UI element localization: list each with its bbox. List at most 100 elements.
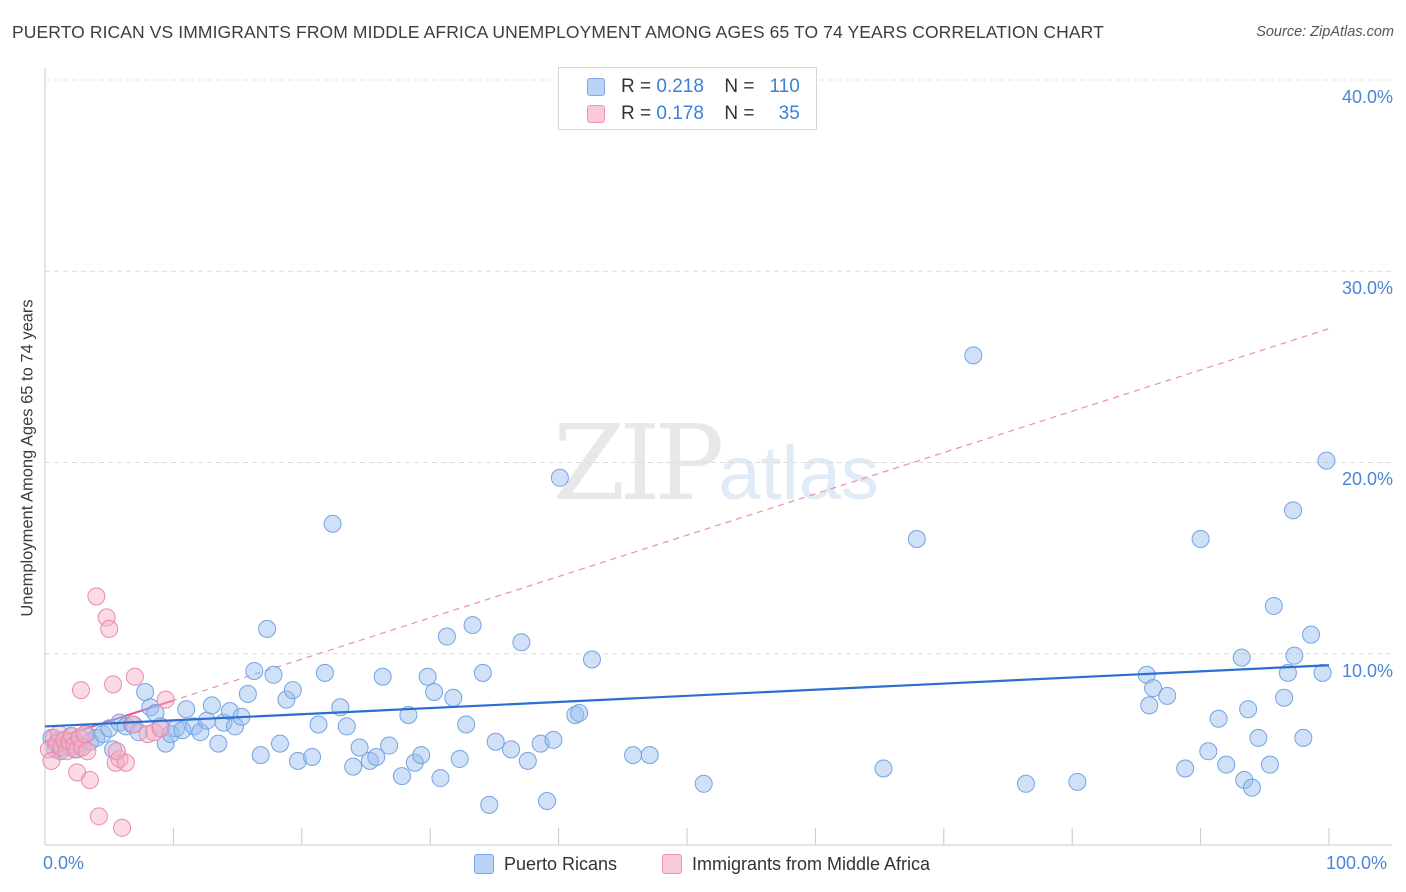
- data-point-immigrants: [116, 753, 135, 772]
- data-point-immigrants: [75, 725, 94, 744]
- data-point-immigrants: [156, 690, 175, 709]
- trend-line-immigrants-dashed: [44, 328, 1330, 743]
- data-point-puerto-ricans: [177, 700, 196, 719]
- data-point-puerto-ricans: [1249, 728, 1268, 747]
- data-point-puerto-ricans: [431, 769, 450, 788]
- data-point-puerto-ricans: [1260, 755, 1279, 774]
- bottom-legend-swatch-pink: [662, 854, 682, 874]
- y-tick-label-30: 30.0%: [1341, 278, 1393, 298]
- data-point-puerto-ricans: [315, 663, 334, 682]
- axes: [44, 68, 1392, 846]
- correlation-legend: R = 0.218 N = 110 R = 0.178 N = 35: [558, 67, 817, 130]
- data-point-puerto-ricans: [344, 757, 363, 776]
- data-point-puerto-ricans: [412, 746, 431, 765]
- data-point-puerto-ricans: [337, 717, 356, 736]
- legend-n-value: 110: [769, 76, 800, 97]
- y-tick-label-10: 10.0%: [1341, 661, 1393, 681]
- data-point-puerto-ricans: [1176, 759, 1195, 778]
- legend-swatch-pink: [587, 105, 605, 123]
- data-point-puerto-ricans: [309, 715, 328, 734]
- data-point-puerto-ricans: [964, 346, 983, 365]
- watermark-atlas: atlas: [718, 431, 879, 516]
- data-point-immigrants: [42, 751, 61, 770]
- legend-r-label: R =: [621, 76, 652, 97]
- x-tick-label-100: 100.0%: [1326, 853, 1388, 873]
- data-point-puerto-ricans: [1317, 451, 1336, 470]
- source-credit: Source: ZipAtlas.com: [1256, 24, 1394, 40]
- data-point-puerto-ricans: [1285, 646, 1304, 665]
- data-point-puerto-ricans: [288, 751, 307, 770]
- data-point-puerto-ricans: [303, 748, 322, 767]
- data-point-puerto-ricans: [1284, 501, 1303, 520]
- data-point-immigrants: [97, 608, 116, 627]
- data-point-puerto-ricans: [518, 751, 537, 770]
- data-point-puerto-ricans: [270, 734, 289, 753]
- data-point-puerto-ricans: [323, 514, 342, 533]
- data-point-puerto-ricans: [570, 704, 589, 723]
- legend-n-value: 35: [778, 103, 800, 124]
- legend-swatch-blue: [587, 78, 605, 96]
- data-point-puerto-ricans: [1232, 648, 1251, 667]
- gridlines: [45, 79, 1392, 655]
- data-point-immigrants: [113, 818, 132, 837]
- data-point-puerto-ricans: [197, 711, 216, 730]
- legend-r-value: 0.218: [656, 76, 704, 97]
- data-point-puerto-ricans: [544, 730, 563, 749]
- data-point-puerto-ricans: [238, 684, 257, 703]
- data-point-puerto-ricans: [173, 721, 192, 740]
- data-point-puerto-ricans: [640, 746, 659, 765]
- bottom-legend-swatch-blue: [474, 854, 494, 874]
- data-point-puerto-ricans: [209, 734, 228, 753]
- data-point-puerto-ricans: [399, 705, 418, 724]
- data-point-puerto-ricans: [1242, 778, 1261, 797]
- y-tick-label-40: 40.0%: [1341, 87, 1393, 107]
- bottom-legend-immigrants[interactable]: Immigrants from Middle Africa: [662, 852, 930, 876]
- data-point-puerto-ricans: [191, 723, 210, 742]
- watermark: ZIPatlas: [553, 402, 879, 524]
- trend-lines-immigrants: [44, 328, 1330, 743]
- legend-row-puerto-ricans: R = 0.218 N = 110: [559, 74, 800, 100]
- data-point-immigrants: [100, 619, 119, 638]
- data-point-puerto-ricans: [480, 795, 499, 814]
- data-point-puerto-ricans: [264, 665, 283, 684]
- data-point-puerto-ricans: [624, 746, 643, 765]
- data-point-puerto-ricans: [245, 661, 264, 680]
- legend-n-label: N =: [724, 76, 755, 97]
- data-point-puerto-ricans: [463, 616, 482, 635]
- data-point-puerto-ricans: [1264, 596, 1283, 615]
- data-point-immigrants: [124, 715, 143, 734]
- data-point-puerto-ricans: [486, 732, 505, 751]
- data-point-puerto-ricans: [405, 753, 424, 772]
- data-point-puerto-ricans: [457, 715, 476, 734]
- data-point-puerto-ricans: [538, 792, 557, 811]
- data-point-puerto-ricans: [1068, 772, 1087, 791]
- bottom-legend-puerto-ricans[interactable]: Puerto Ricans: [474, 852, 617, 876]
- data-point-puerto-ricans: [380, 736, 399, 755]
- data-point-puerto-ricans: [582, 650, 601, 669]
- data-point-puerto-ricans: [502, 740, 521, 759]
- data-point-puerto-ricans: [277, 690, 296, 709]
- legend-n-label: N =: [724, 103, 755, 124]
- data-point-immigrants: [78, 742, 97, 761]
- data-point-immigrants: [80, 770, 99, 789]
- data-point-immigrants: [89, 807, 108, 826]
- y-axis-label: Unemployment Among Ages 65 to 74 years: [18, 299, 37, 617]
- data-point-puerto-ricans: [1191, 530, 1210, 548]
- legend-r-value: 0.178: [656, 103, 704, 124]
- data-point-puerto-ricans: [1140, 696, 1159, 715]
- data-point-puerto-ricans: [418, 667, 437, 686]
- data-point-puerto-ricans: [1294, 728, 1313, 747]
- data-point-puerto-ricans: [283, 681, 302, 700]
- data-point-puerto-ricans: [694, 774, 713, 793]
- trend-line-puerto-ricans: [44, 664, 1330, 728]
- trend-line-puerto-ricans: [44, 664, 1330, 728]
- bottom-legend-label: Immigrants from Middle Africa: [692, 853, 931, 874]
- data-point-puerto-ricans: [425, 683, 444, 701]
- data-point-puerto-ricans: [1209, 709, 1228, 728]
- data-point-puerto-ricans: [1016, 774, 1035, 793]
- data-point-puerto-ricans: [350, 738, 369, 757]
- data-point-puerto-ricans: [550, 468, 569, 487]
- data-point-puerto-ricans: [1199, 742, 1218, 761]
- data-point-puerto-ricans: [373, 667, 392, 686]
